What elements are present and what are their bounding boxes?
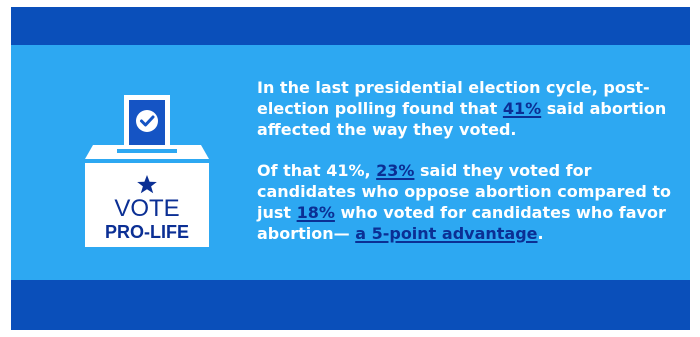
ballot-box-illustration: VOTE PRO-LIFE — [67, 91, 227, 251]
five-point-advantage-link[interactable]: a 5-point advantage — [355, 224, 538, 243]
p1-text-before: In the last presidential election cycle,… — [257, 78, 650, 118]
p1-text-after: said abortion affected the way they vote… — [257, 99, 667, 139]
highlight-18-percent-link[interactable]: 18% — [296, 203, 335, 222]
ballot-text-vote: VOTE — [114, 195, 179, 222]
highlight-41-percent-link[interactable]: 41% — [502, 99, 542, 118]
graphic-frame: VOTE PRO-LIFE In the last presidential e… — [11, 7, 690, 330]
paragraph-2: Of that 41%, 23% said they voted for can… — [257, 160, 682, 244]
p2-text-middle-2: who voted for candidates who favor abort… — [257, 203, 666, 243]
p2-text-middle-1: said they voted for candidates who oppos… — [257, 161, 672, 222]
ballot-text-pro-life: PRO-LIFE — [105, 222, 189, 242]
p2-text-after: . — [537, 224, 544, 243]
p2-text-before: Of that 41%, — [257, 161, 377, 180]
star-icon — [137, 175, 157, 194]
checkmark-icon — [136, 110, 158, 132]
ballot-slot — [117, 149, 177, 153]
statistics-copy: In the last presidential election cycle,… — [257, 77, 682, 244]
highlight-23-percent-link[interactable]: 23% — [376, 161, 415, 180]
paragraph-1: In the last presidential election cycle,… — [257, 77, 682, 140]
content-panel: VOTE PRO-LIFE In the last presidential e… — [11, 45, 690, 280]
